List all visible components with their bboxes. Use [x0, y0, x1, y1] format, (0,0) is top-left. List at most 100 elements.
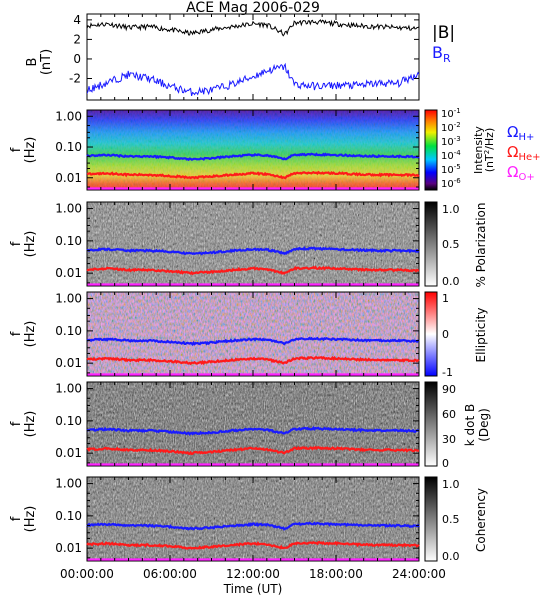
b-ytick-label: 0 [73, 52, 81, 66]
gyro-line-h-intensity [86, 152, 420, 162]
panel-polarization [86, 201, 438, 287]
freq-ylabel-ellipticity: f [9, 331, 24, 336]
coherency-cbar-label: Coherency [474, 488, 488, 552]
coherency-colorbar [424, 476, 438, 562]
legend-b-radial-main: B [432, 43, 443, 62]
b-ytick-label: -2 [69, 72, 81, 86]
ellipticity-cbar-tick-1: 1 [442, 292, 449, 305]
polarization-colorbar-labels: 1.0 0.5 0.0 % Polarization [442, 203, 488, 288]
gyro-line-he-ellipticity [86, 355, 420, 366]
time-tick-4: 24:00:00 [392, 567, 446, 581]
gyro-line-h-ellipticity [86, 336, 420, 347]
panel-ellipticity [86, 291, 438, 377]
freq-tick-label: 1.00 [55, 477, 82, 491]
frequency-axes: 1.000.100.01f (Hz)1.000.100.01f (Hz)1.000.… [9, 109, 419, 559]
freq-tick-label: 0.01 [55, 171, 82, 185]
kdotb-colorbar-labels: 90 60 30 0 k dot B(Deg) [442, 383, 491, 470]
gyro-legend: ΩH+ ΩHe+ ΩO+ [507, 123, 541, 183]
freq-tick-label: 0.10 [55, 414, 82, 428]
gyro-legend-h: ΩH+ [507, 123, 534, 143]
coherency-colorbar-labels: 1.0 0.5 0.0 Coherency [442, 478, 488, 563]
kdotb-cbar-tick-2: 60 [442, 408, 456, 421]
b-ylabel: B [25, 58, 40, 67]
intensity-cbar-tick-4: 10-4 [441, 149, 461, 162]
time-tick-3: 18:00:00 [309, 567, 363, 581]
ellipticity-cbar-label: Ellipticity [474, 308, 488, 363]
polarization-cbar-tick-3: 0.0 [442, 275, 460, 288]
freq-tick-label: 0.01 [55, 266, 82, 280]
gyro-line-he-kdotb [86, 445, 419, 456]
freq-tick-label: 1.00 [55, 202, 82, 216]
coherency-cbar-tick-3: 0.0 [442, 550, 460, 563]
freq-tick-label: 0.01 [55, 541, 82, 555]
freq-yunit-kdotb: (Hz) [23, 411, 38, 438]
gyro-line-h-kdotb [86, 425, 420, 436]
panel-kdotb [86, 381, 438, 467]
freq-yunit-polarization: (Hz) [23, 231, 38, 258]
polarization-cbar-label: % Polarization [474, 203, 488, 288]
gyro-line-he-intensity [86, 170, 420, 180]
freq-tick-label: 0.10 [55, 509, 82, 523]
ellipticity-colorbar [424, 291, 438, 377]
intensity-colorbar [424, 109, 438, 191]
polarization-cbar-tick-2: 0.5 [442, 238, 460, 251]
intensity-cbar-tick-6: 10-6 [441, 177, 461, 190]
intensity-cbar-label: Intensity(nT2/Hz) [472, 126, 496, 174]
freq-tick-label: 0.01 [55, 356, 82, 370]
gyro-line-he-polarization [86, 265, 420, 276]
freq-tick-label: 0.01 [55, 446, 82, 460]
freq-ylabel-polarization: f [9, 241, 24, 246]
freq-tick-label: 1.00 [55, 292, 82, 306]
time-tick-1: 06:00:00 [143, 567, 197, 581]
kdotb-cbar-label: k dot B(Deg) [463, 404, 491, 446]
freq-ylabel-intensity: f [9, 147, 24, 152]
coherency-cbar-tick-2: 0.5 [442, 513, 460, 526]
panel-b-field: 420-2 B (nT) |B| BR [25, 13, 455, 101]
freq-ylabel-kdotb: f [9, 421, 24, 426]
gyro-legend-o: ΩO+ [507, 163, 535, 183]
coherency-cbar-tick-1: 1.0 [442, 478, 460, 491]
b-yaxis-ticks: 4 2 0 -2 [69, 13, 419, 86]
freq-tick-label: 0.10 [55, 324, 82, 338]
freq-ylabel-coherency: f [9, 516, 24, 521]
ellipticity-cbar-tick-3: -1 [442, 366, 453, 379]
time-axis-label: Time (UT) [223, 582, 283, 596]
kdotb-colorbar [424, 381, 438, 467]
intensity-cbar-tick-3: 10-3 [441, 135, 461, 148]
ellipticity-cbar-tick-2: 0 [442, 328, 449, 341]
gyro-line-he-coherency [86, 540, 420, 550]
intensity-cbar-tick-2: 10-2 [441, 121, 461, 134]
b-yunit: (nT) [39, 49, 54, 75]
legend-b-total: |B| [432, 23, 455, 43]
panel-intensity [86, 109, 438, 191]
time-tick-0: 00:00:00 [60, 567, 114, 581]
ellipticity-colorbar-labels: 1 0 -1 Ellipticity [442, 292, 488, 379]
b-radial-line [87, 62, 419, 97]
freq-tick-label: 1.00 [55, 382, 82, 396]
gyro-legend-he: ΩHe+ [507, 143, 541, 163]
intensity-colorbar-labels: 10-1 10-2 10-3 10-4 10-5 10-6 Intensity(… [441, 107, 496, 190]
intensity-cbar-tick-1: 10-1 [441, 107, 461, 120]
kdotb-cbar-tick-4: 0 [442, 457, 449, 470]
b-total-line [87, 19, 419, 37]
legend-b-radial: BR [432, 43, 451, 65]
freq-tick-label: 1.00 [55, 109, 82, 123]
panel-coherency [86, 476, 438, 562]
gyro-line-h-polarization [86, 246, 420, 256]
intensity-cbar-tick-5: 10-5 [441, 163, 461, 176]
figure-title: ACE Mag 2006-029 [186, 0, 320, 16]
polarization-cbar-tick-1: 1.0 [442, 203, 460, 216]
freq-yunit-ellipticity: (Hz) [23, 321, 38, 348]
time-axis-ticks [86, 14, 420, 561]
b-ytick-label: 4 [73, 13, 81, 27]
legend-b-radial-sub: R [443, 52, 451, 65]
freq-tick-label: 0.10 [55, 234, 82, 248]
freq-yunit-intensity: (Hz) [23, 137, 38, 164]
kdotb-cbar-tick-3: 30 [442, 433, 456, 446]
gyro-line-h-coherency [86, 521, 420, 531]
freq-yunit-coherency: (Hz) [23, 506, 38, 533]
freq-tick-label: 0.10 [55, 140, 82, 154]
polarization-colorbar [424, 201, 438, 287]
time-tick-2: 12:00:00 [226, 567, 280, 581]
